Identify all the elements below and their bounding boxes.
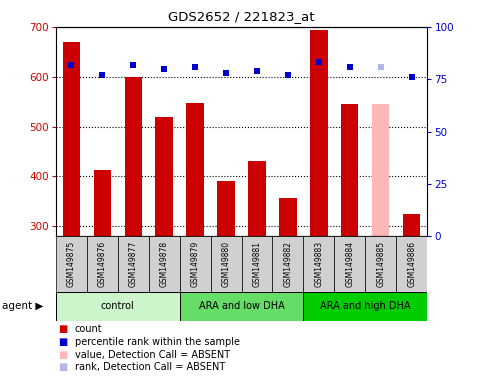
Bar — [303, 236, 334, 292]
Bar — [242, 236, 272, 292]
Text: ■: ■ — [58, 362, 67, 372]
Bar — [117, 236, 149, 292]
Text: GSM149884: GSM149884 — [345, 241, 355, 287]
Text: GDS2652 / 221823_at: GDS2652 / 221823_at — [168, 10, 315, 23]
Text: ■: ■ — [58, 324, 67, 334]
Bar — [311, 30, 327, 236]
Bar — [94, 170, 111, 236]
Bar — [186, 103, 203, 236]
Text: count: count — [75, 324, 102, 334]
Bar — [372, 104, 389, 236]
Text: percentile rank within the sample: percentile rank within the sample — [75, 337, 240, 347]
Text: GSM149878: GSM149878 — [159, 241, 169, 287]
Text: GSM149879: GSM149879 — [190, 241, 199, 287]
Bar — [211, 236, 242, 292]
Text: GSM149882: GSM149882 — [284, 241, 293, 286]
Text: GSM149883: GSM149883 — [314, 241, 324, 287]
Text: GSM149875: GSM149875 — [67, 241, 75, 287]
Bar — [86, 236, 117, 292]
Bar — [149, 236, 180, 292]
Bar — [56, 236, 86, 292]
Bar — [397, 236, 427, 292]
Text: GSM149880: GSM149880 — [222, 241, 230, 287]
Bar — [341, 104, 358, 236]
Text: GSM149886: GSM149886 — [408, 241, 416, 287]
Bar — [248, 161, 266, 236]
Text: ■: ■ — [58, 337, 67, 347]
Bar — [56, 292, 180, 321]
Bar — [403, 214, 421, 236]
Bar — [334, 236, 366, 292]
Text: ARA and high DHA: ARA and high DHA — [320, 301, 411, 311]
Bar — [180, 236, 211, 292]
Text: control: control — [100, 301, 134, 311]
Text: rank, Detection Call = ABSENT: rank, Detection Call = ABSENT — [75, 362, 225, 372]
Bar — [217, 181, 235, 236]
Text: ARA and low DHA: ARA and low DHA — [199, 301, 284, 311]
Bar — [303, 292, 427, 321]
Bar — [280, 198, 297, 236]
Text: GSM149881: GSM149881 — [253, 241, 261, 286]
Bar — [180, 292, 303, 321]
Text: GSM149877: GSM149877 — [128, 241, 138, 287]
Bar — [366, 236, 397, 292]
Text: GSM149885: GSM149885 — [376, 241, 385, 287]
Text: GSM149876: GSM149876 — [98, 241, 107, 287]
Text: ■: ■ — [58, 350, 67, 360]
Bar — [272, 236, 303, 292]
Text: agent ▶: agent ▶ — [2, 301, 44, 311]
Bar — [62, 42, 80, 236]
Text: value, Detection Call = ABSENT: value, Detection Call = ABSENT — [75, 350, 230, 360]
Bar — [125, 77, 142, 236]
Bar — [156, 117, 172, 236]
